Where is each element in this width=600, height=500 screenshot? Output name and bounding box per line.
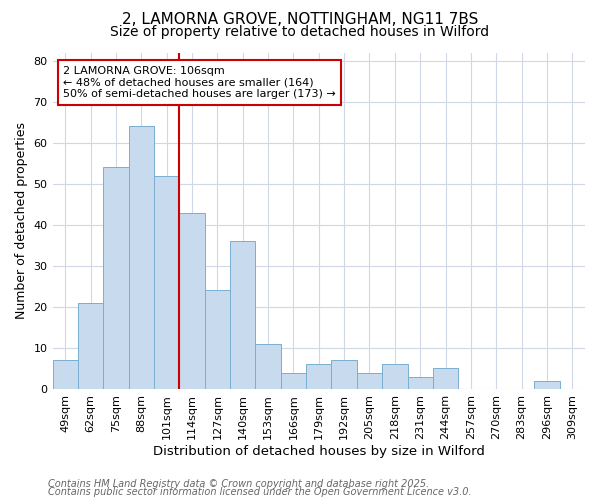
Y-axis label: Number of detached properties: Number of detached properties	[15, 122, 28, 319]
Bar	[281, 372, 306, 389]
Bar	[154, 176, 179, 389]
Bar	[53, 360, 78, 389]
Bar	[534, 381, 560, 389]
X-axis label: Distribution of detached houses by size in Wilford: Distribution of detached houses by size …	[153, 444, 485, 458]
Bar	[230, 241, 256, 389]
Text: 2 LAMORNA GROVE: 106sqm
← 48% of detached houses are smaller (164)
50% of semi-d: 2 LAMORNA GROVE: 106sqm ← 48% of detache…	[63, 66, 336, 99]
Text: Size of property relative to detached houses in Wilford: Size of property relative to detached ho…	[110, 25, 490, 39]
Bar	[179, 212, 205, 389]
Text: Contains HM Land Registry data © Crown copyright and database right 2025.: Contains HM Land Registry data © Crown c…	[48, 479, 429, 489]
Text: 2, LAMORNA GROVE, NOTTINGHAM, NG11 7BS: 2, LAMORNA GROVE, NOTTINGHAM, NG11 7BS	[122, 12, 478, 28]
Bar	[78, 303, 103, 389]
Bar	[433, 368, 458, 389]
Bar	[256, 344, 281, 389]
Bar	[306, 364, 331, 389]
Bar	[407, 376, 433, 389]
Bar	[205, 290, 230, 389]
Text: Contains public sector information licensed under the Open Government Licence v3: Contains public sector information licen…	[48, 487, 472, 497]
Bar	[357, 372, 382, 389]
Bar	[128, 126, 154, 389]
Bar	[382, 364, 407, 389]
Bar	[103, 168, 128, 389]
Bar	[331, 360, 357, 389]
